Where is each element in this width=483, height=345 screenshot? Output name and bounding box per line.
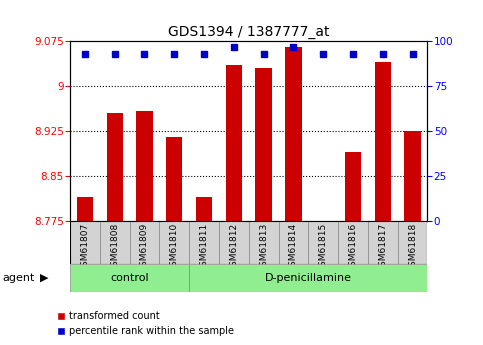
- Bar: [404, 131, 421, 221]
- Text: GSM61816: GSM61816: [349, 223, 357, 272]
- Text: ▶: ▶: [40, 273, 48, 283]
- Text: GSM61812: GSM61812: [229, 223, 238, 272]
- Title: GDS1394 / 1387777_at: GDS1394 / 1387777_at: [168, 25, 329, 39]
- Bar: [308, 221, 338, 264]
- Bar: [70, 264, 189, 292]
- Bar: [219, 221, 249, 264]
- Bar: [398, 221, 427, 264]
- Legend: transformed count, percentile rank within the sample: transformed count, percentile rank withi…: [53, 307, 238, 340]
- Text: GSM61809: GSM61809: [140, 223, 149, 272]
- Text: D-penicillamine: D-penicillamine: [265, 273, 352, 283]
- Text: GSM61814: GSM61814: [289, 223, 298, 272]
- Text: control: control: [110, 273, 149, 283]
- Text: GSM61808: GSM61808: [110, 223, 119, 272]
- Text: GSM61818: GSM61818: [408, 223, 417, 272]
- Bar: [107, 113, 123, 221]
- Bar: [70, 221, 100, 264]
- Text: GSM61811: GSM61811: [199, 223, 209, 272]
- Bar: [129, 221, 159, 264]
- Text: GSM61810: GSM61810: [170, 223, 179, 272]
- Bar: [279, 221, 308, 264]
- Bar: [166, 137, 183, 221]
- Bar: [100, 221, 129, 264]
- Bar: [256, 68, 272, 221]
- Text: agent: agent: [2, 273, 35, 283]
- Bar: [375, 62, 391, 221]
- Text: GSM61815: GSM61815: [319, 223, 327, 272]
- Bar: [136, 111, 153, 221]
- Bar: [338, 221, 368, 264]
- Bar: [285, 47, 301, 221]
- Bar: [159, 221, 189, 264]
- Bar: [189, 221, 219, 264]
- Bar: [345, 152, 361, 221]
- Bar: [249, 221, 279, 264]
- Bar: [226, 65, 242, 221]
- Text: GSM61813: GSM61813: [259, 223, 268, 272]
- Bar: [368, 221, 398, 264]
- Text: GSM61817: GSM61817: [378, 223, 387, 272]
- Bar: [196, 197, 212, 221]
- Bar: [77, 197, 93, 221]
- Text: GSM61807: GSM61807: [81, 223, 89, 272]
- Bar: [189, 264, 427, 292]
